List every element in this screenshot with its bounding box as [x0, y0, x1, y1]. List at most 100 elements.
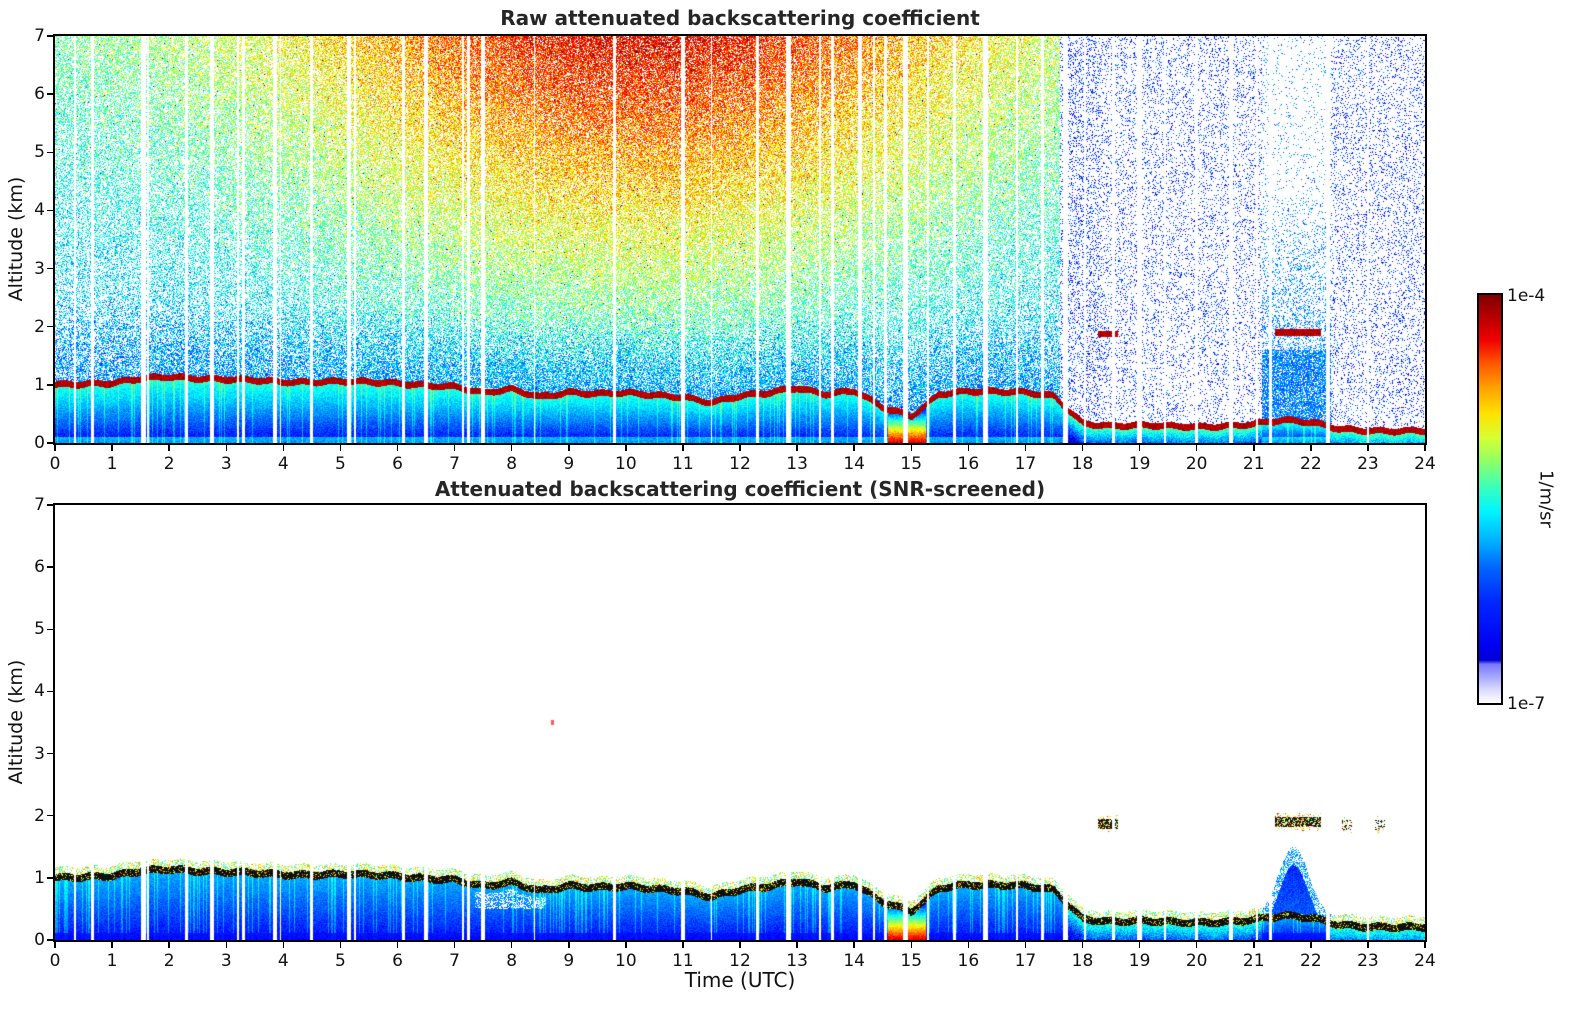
x-tick-label: 11	[672, 951, 694, 971]
x-tick-mark	[682, 942, 684, 948]
y-tick-mark	[47, 566, 53, 568]
x-tick-mark	[1138, 445, 1141, 451]
y-tick-label: 7	[34, 495, 45, 515]
raw-heatmap-canvas	[55, 36, 1425, 443]
raw-y-axis-label: Altitude (km)	[5, 176, 27, 302]
y-tick-label: 3	[34, 258, 45, 279]
x-tick-mark	[282, 942, 285, 948]
x-tick-label: 24	[1414, 454, 1436, 474]
x-tick-label: 1	[106, 454, 118, 474]
x-tick-label: 10	[615, 951, 637, 971]
y-tick-mark	[47, 442, 53, 444]
x-tick-label: 15	[900, 454, 923, 474]
x-tick-label: 6	[392, 951, 403, 971]
y-tick-label: 7	[34, 26, 45, 46]
x-tick-label: 17	[1014, 454, 1037, 474]
x-tick-mark	[853, 445, 855, 451]
y-tick-mark	[47, 93, 53, 95]
x-tick-label: 0	[49, 951, 61, 971]
x-tick-label: 12	[729, 454, 751, 474]
x-tick-mark	[739, 445, 741, 451]
x-tick-mark	[568, 445, 570, 451]
x-tick-mark	[739, 942, 741, 948]
y-tick-label: 6	[34, 557, 45, 578]
x-tick-label: 9	[563, 951, 575, 971]
x-tick-mark	[54, 942, 56, 948]
x-tick-label: 22	[1300, 951, 1322, 971]
x-tick-mark	[1310, 445, 1312, 451]
x-tick-label: 7	[449, 454, 460, 474]
y-tick-label: 5	[34, 619, 45, 640]
raw-panel-title: Raw attenuated backscattering coefficien…	[500, 6, 980, 30]
x-tick-mark	[682, 445, 684, 451]
x-tick-label: 2	[163, 951, 175, 971]
x-tick-mark	[453, 445, 456, 451]
x-tick-mark	[510, 942, 513, 948]
x-tick-label: 13	[786, 951, 808, 971]
x-tick-mark	[1138, 942, 1141, 948]
x-tick-label: 16	[957, 454, 980, 474]
y-tick-label: 2	[34, 805, 45, 826]
x-tick-mark	[453, 942, 456, 948]
x-tick-label: 21	[1242, 454, 1265, 474]
x-tick-label: 10	[615, 454, 637, 474]
x-tick-mark	[967, 445, 970, 451]
x-tick-mark	[796, 942, 798, 948]
x-tick-mark	[1081, 942, 1084, 948]
x-tick-mark	[853, 942, 855, 948]
x-tick-mark	[282, 445, 285, 451]
y-tick-mark	[47, 814, 53, 817]
x-tick-mark	[1024, 445, 1027, 451]
x-tick-label: 1	[106, 951, 118, 971]
y-tick-mark	[47, 384, 53, 386]
x-tick-mark	[796, 445, 798, 451]
x-tick-label: 23	[1357, 454, 1379, 474]
x-tick-label: 16	[957, 951, 980, 971]
x-tick-label: 19	[1128, 951, 1151, 971]
x-tick-label: 0	[49, 454, 61, 474]
screened-panel-title: Attenuated backscattering coefficient (S…	[434, 477, 1046, 501]
x-tick-mark	[396, 445, 399, 451]
y-tick-mark	[47, 209, 53, 212]
x-tick-mark	[1367, 942, 1369, 948]
y-tick-label: 6	[34, 84, 45, 105]
x-tick-label: 5	[334, 951, 346, 971]
x-tick-label: 19	[1128, 454, 1151, 474]
y-tick-label: 3	[34, 743, 45, 764]
y-tick-label: 1	[34, 374, 45, 395]
y-tick-label: 4	[34, 681, 45, 702]
colorbar-max-label: 1e-4	[1507, 286, 1546, 306]
x-tick-label: 22	[1300, 454, 1322, 474]
y-tick-label: 4	[34, 200, 45, 221]
x-tick-label: 14	[843, 454, 865, 474]
x-tick-label: 6	[392, 454, 403, 474]
x-tick-label: 3	[220, 951, 232, 971]
x-tick-mark	[1424, 445, 1426, 451]
x-tick-mark	[1024, 942, 1027, 948]
x-tick-label: 18	[1071, 951, 1094, 971]
y-tick-mark	[47, 939, 53, 941]
x-tick-mark	[1424, 942, 1426, 948]
x-tick-label: 21	[1242, 951, 1265, 971]
y-tick-mark	[47, 752, 53, 755]
y-tick-mark	[47, 267, 53, 270]
y-tick-mark	[47, 325, 53, 328]
x-tick-label: 5	[334, 454, 346, 474]
x-tick-mark	[1253, 445, 1255, 451]
y-tick-mark	[47, 35, 53, 37]
x-tick-label: 20	[1185, 454, 1208, 474]
y-tick-mark	[47, 504, 53, 506]
x-tick-mark	[625, 942, 627, 948]
x-tick-label: 20	[1185, 951, 1208, 971]
x-tick-mark	[339, 942, 342, 948]
x-tick-label: 3	[220, 454, 232, 474]
y-tick-label: 5	[34, 142, 45, 163]
x-tick-mark	[1195, 445, 1198, 451]
x-tick-mark	[168, 445, 170, 451]
x-tick-mark	[910, 445, 912, 451]
x-axis-label: Time (UTC)	[684, 968, 796, 992]
x-tick-mark	[910, 942, 912, 948]
x-tick-label: 23	[1357, 951, 1379, 971]
x-tick-mark	[396, 942, 399, 948]
